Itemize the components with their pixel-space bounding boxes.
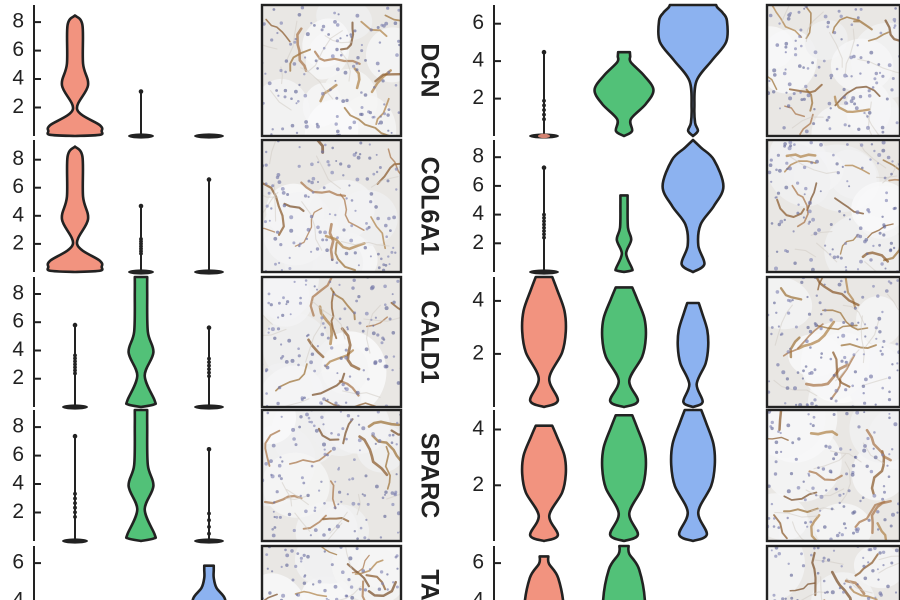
svg-text:4: 4	[472, 417, 484, 440]
svg-text:4: 4	[472, 288, 484, 311]
svg-text:6: 6	[12, 38, 24, 61]
svg-text:4: 4	[472, 202, 484, 225]
svg-text:4: 4	[12, 589, 24, 600]
svg-text:DCN: DCN	[415, 43, 443, 97]
svg-text:6: 6	[12, 175, 24, 198]
svg-text:8: 8	[12, 415, 24, 438]
svg-text:2: 2	[472, 473, 484, 496]
svg-text:2: 2	[12, 366, 24, 389]
svg-text:2: 2	[12, 231, 24, 254]
svg-text:6: 6	[472, 551, 484, 574]
svg-text:4: 4	[12, 203, 24, 226]
svg-text:2: 2	[12, 95, 24, 118]
svg-text:4: 4	[12, 67, 24, 90]
svg-text:2: 2	[472, 341, 484, 364]
svg-text:2: 2	[472, 86, 484, 109]
svg-text:TAGLN: TAGLN	[415, 569, 443, 600]
svg-text:4: 4	[472, 589, 484, 600]
svg-text:8: 8	[472, 145, 484, 168]
svg-text:4: 4	[12, 472, 24, 495]
svg-text:COL6A1: COL6A1	[415, 157, 443, 256]
svg-text:6: 6	[12, 551, 24, 574]
svg-text:8: 8	[12, 147, 24, 170]
svg-text:4: 4	[12, 338, 24, 361]
svg-text:2: 2	[12, 500, 24, 523]
svg-text:6: 6	[472, 173, 484, 196]
svg-text:SPARC: SPARC	[415, 433, 443, 519]
svg-text:8: 8	[12, 282, 24, 305]
svg-text:8: 8	[12, 10, 24, 33]
svg-text:6: 6	[472, 11, 484, 34]
svg-text:2: 2	[472, 231, 484, 254]
svg-text:CALD1: CALD1	[415, 300, 443, 383]
svg-text:6: 6	[12, 310, 24, 333]
svg-text:6: 6	[12, 443, 24, 466]
svg-text:4: 4	[472, 49, 484, 72]
